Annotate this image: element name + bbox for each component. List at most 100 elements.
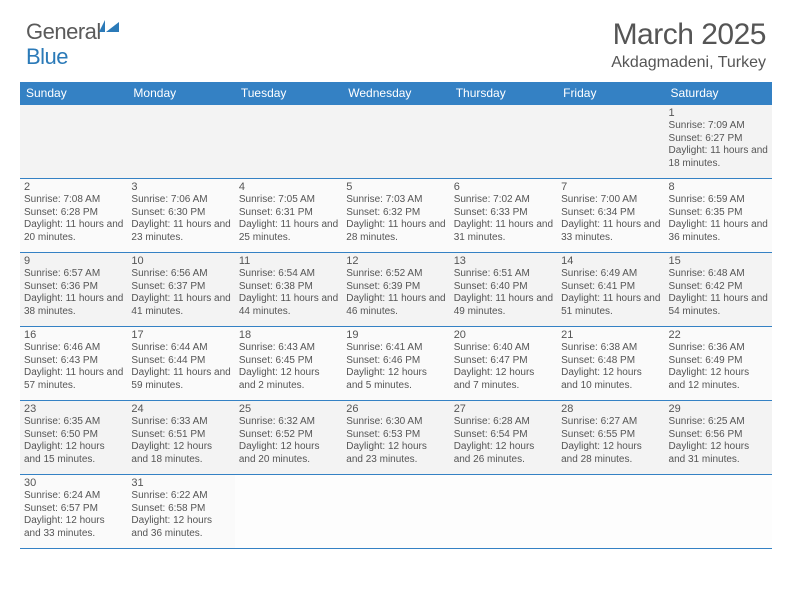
sun-info: Sunrise: 6:27 AMSunset: 6:55 PMDaylight:… [561,416,660,466]
calendar-cell: 17Sunrise: 6:44 AMSunset: 6:44 PMDayligh… [127,327,234,401]
calendar-table: Sunday Monday Tuesday Wednesday Thursday… [20,82,772,549]
logo-flag-icon [99,18,121,37]
day-number: 17 [131,329,230,341]
day-number: 9 [24,255,123,267]
calendar-row: 1Sunrise: 7:09 AMSunset: 6:27 PMDaylight… [20,105,772,179]
calendar-cell [557,105,664,179]
calendar-cell: 13Sunrise: 6:51 AMSunset: 6:40 PMDayligh… [450,253,557,327]
day-number: 14 [561,255,660,267]
sun-info: Sunrise: 7:05 AMSunset: 6:31 PMDaylight:… [239,194,338,244]
calendar-row: 16Sunrise: 6:46 AMSunset: 6:43 PMDayligh… [20,327,772,401]
sun-info: Sunrise: 6:49 AMSunset: 6:41 PMDaylight:… [561,268,660,318]
day-number: 18 [239,329,338,341]
title-block: March 2025 Akdagmadeni, Turkey [611,18,766,72]
sun-info: Sunrise: 7:03 AMSunset: 6:32 PMDaylight:… [346,194,445,244]
calendar-cell: 14Sunrise: 6:49 AMSunset: 6:41 PMDayligh… [557,253,664,327]
day-number: 26 [346,403,445,415]
weekday-header-row: Sunday Monday Tuesday Wednesday Thursday… [20,82,772,105]
calendar-body: 1Sunrise: 7:09 AMSunset: 6:27 PMDaylight… [20,105,772,549]
sun-info: Sunrise: 6:36 AMSunset: 6:49 PMDaylight:… [669,342,768,392]
sun-info: Sunrise: 7:02 AMSunset: 6:33 PMDaylight:… [454,194,553,244]
calendar-cell: 15Sunrise: 6:48 AMSunset: 6:42 PMDayligh… [665,253,772,327]
weekday-header: Tuesday [235,82,342,105]
day-number: 21 [561,329,660,341]
day-number: 23 [24,403,123,415]
day-number: 11 [239,255,338,267]
sun-info: Sunrise: 6:51 AMSunset: 6:40 PMDaylight:… [454,268,553,318]
sun-info: Sunrise: 6:30 AMSunset: 6:53 PMDaylight:… [346,416,445,466]
sun-info: Sunrise: 6:57 AMSunset: 6:36 PMDaylight:… [24,268,123,318]
sun-info: Sunrise: 6:40 AMSunset: 6:47 PMDaylight:… [454,342,553,392]
calendar-cell: 1Sunrise: 7:09 AMSunset: 6:27 PMDaylight… [665,105,772,179]
day-number: 4 [239,181,338,193]
calendar-cell [450,475,557,549]
calendar-cell: 5Sunrise: 7:03 AMSunset: 6:32 PMDaylight… [342,179,449,253]
weekday-header: Friday [557,82,664,105]
calendar-cell: 25Sunrise: 6:32 AMSunset: 6:52 PMDayligh… [235,401,342,475]
day-number: 22 [669,329,768,341]
sun-info: Sunrise: 6:44 AMSunset: 6:44 PMDaylight:… [131,342,230,392]
calendar-cell: 29Sunrise: 6:25 AMSunset: 6:56 PMDayligh… [665,401,772,475]
calendar-cell: 12Sunrise: 6:52 AMSunset: 6:39 PMDayligh… [342,253,449,327]
calendar-cell: 2Sunrise: 7:08 AMSunset: 6:28 PMDaylight… [20,179,127,253]
calendar-row: 9Sunrise: 6:57 AMSunset: 6:36 PMDaylight… [20,253,772,327]
calendar-cell: 18Sunrise: 6:43 AMSunset: 6:45 PMDayligh… [235,327,342,401]
sun-info: Sunrise: 7:06 AMSunset: 6:30 PMDaylight:… [131,194,230,244]
day-number: 8 [669,181,768,193]
calendar-cell: 24Sunrise: 6:33 AMSunset: 6:51 PMDayligh… [127,401,234,475]
calendar-cell [342,105,449,179]
logo: General [26,18,121,45]
calendar-cell: 30Sunrise: 6:24 AMSunset: 6:57 PMDayligh… [20,475,127,549]
calendar-cell: 22Sunrise: 6:36 AMSunset: 6:49 PMDayligh… [665,327,772,401]
day-number: 19 [346,329,445,341]
calendar-cell: 6Sunrise: 7:02 AMSunset: 6:33 PMDaylight… [450,179,557,253]
day-number: 25 [239,403,338,415]
sun-info: Sunrise: 7:09 AMSunset: 6:27 PMDaylight:… [669,120,768,170]
day-number: 31 [131,477,230,489]
calendar-row: 30Sunrise: 6:24 AMSunset: 6:57 PMDayligh… [20,475,772,549]
sun-info: Sunrise: 6:41 AMSunset: 6:46 PMDaylight:… [346,342,445,392]
sun-info: Sunrise: 6:33 AMSunset: 6:51 PMDaylight:… [131,416,230,466]
sun-info: Sunrise: 6:56 AMSunset: 6:37 PMDaylight:… [131,268,230,318]
sun-info: Sunrise: 6:25 AMSunset: 6:56 PMDaylight:… [669,416,768,466]
weekday-header: Monday [127,82,234,105]
calendar-cell: 19Sunrise: 6:41 AMSunset: 6:46 PMDayligh… [342,327,449,401]
day-number: 16 [24,329,123,341]
calendar-cell [450,105,557,179]
page-header: General March 2025 Akdagmadeni, Turkey [0,0,792,76]
calendar-row: 23Sunrise: 6:35 AMSunset: 6:50 PMDayligh… [20,401,772,475]
sun-info: Sunrise: 6:43 AMSunset: 6:45 PMDaylight:… [239,342,338,392]
sun-info: Sunrise: 6:38 AMSunset: 6:48 PMDaylight:… [561,342,660,392]
month-title: March 2025 [611,18,766,52]
calendar-cell [235,475,342,549]
weekday-header: Thursday [450,82,557,105]
day-number: 27 [454,403,553,415]
calendar-cell: 31Sunrise: 6:22 AMSunset: 6:58 PMDayligh… [127,475,234,549]
day-number: 15 [669,255,768,267]
sun-info: Sunrise: 6:59 AMSunset: 6:35 PMDaylight:… [669,194,768,244]
day-number: 29 [669,403,768,415]
calendar-cell [557,475,664,549]
weekday-header: Wednesday [342,82,449,105]
calendar-cell: 20Sunrise: 6:40 AMSunset: 6:47 PMDayligh… [450,327,557,401]
day-number: 2 [24,181,123,193]
calendar-cell [342,475,449,549]
day-number: 5 [346,181,445,193]
calendar-cell [127,105,234,179]
day-number: 10 [131,255,230,267]
weekday-header: Saturday [665,82,772,105]
calendar-cell [665,475,772,549]
logo-text-blue: Blue [26,44,68,69]
day-number: 3 [131,181,230,193]
sun-info: Sunrise: 6:52 AMSunset: 6:39 PMDaylight:… [346,268,445,318]
calendar-cell: 8Sunrise: 6:59 AMSunset: 6:35 PMDaylight… [665,179,772,253]
sun-info: Sunrise: 7:00 AMSunset: 6:34 PMDaylight:… [561,194,660,244]
sun-info: Sunrise: 6:35 AMSunset: 6:50 PMDaylight:… [24,416,123,466]
calendar-cell: 11Sunrise: 6:54 AMSunset: 6:38 PMDayligh… [235,253,342,327]
calendar-cell: 16Sunrise: 6:46 AMSunset: 6:43 PMDayligh… [20,327,127,401]
calendar-cell: 3Sunrise: 7:06 AMSunset: 6:30 PMDaylight… [127,179,234,253]
day-number: 7 [561,181,660,193]
calendar-cell: 9Sunrise: 6:57 AMSunset: 6:36 PMDaylight… [20,253,127,327]
day-number: 13 [454,255,553,267]
sun-info: Sunrise: 7:08 AMSunset: 6:28 PMDaylight:… [24,194,123,244]
